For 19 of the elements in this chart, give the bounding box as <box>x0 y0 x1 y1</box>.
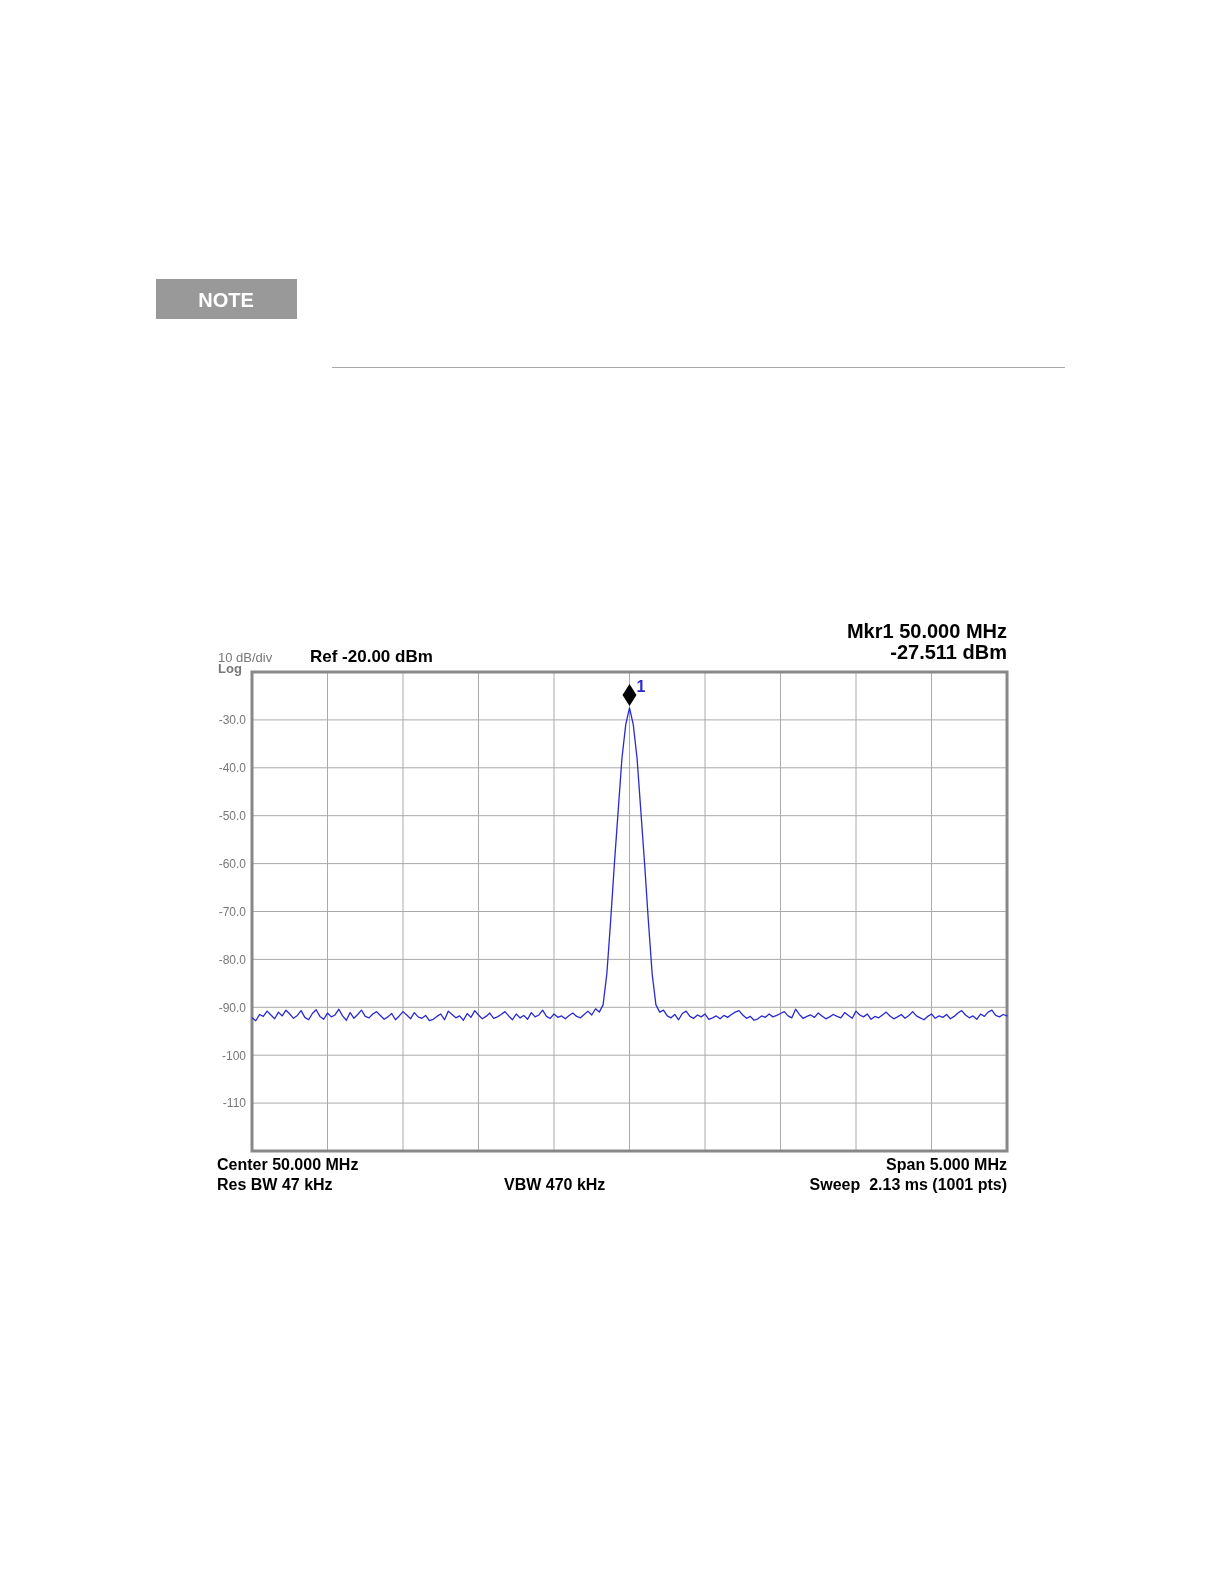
text: -27.511 dBm <box>890 641 1007 663</box>
y-tick-label: -30.0 <box>218 713 247 728</box>
y-tick-label: -80.0 <box>218 952 247 967</box>
y-tick-label: -50.0 <box>218 809 247 824</box>
y-tick-label: -70.0 <box>218 904 247 919</box>
y-tick-label: -60.0 <box>218 856 247 871</box>
y-tick-label: -40.0 <box>218 761 247 776</box>
y-tick-label: -100 <box>221 1048 247 1063</box>
text: Sweep 2.13 ms (1001 pts) <box>809 1176 1007 1193</box>
text: NOTE <box>198 289 254 311</box>
y-tick-label: -110 <box>222 1096 247 1111</box>
y-tick-label: -90.0 <box>218 1000 247 1015</box>
text: VBW 470 kHz <box>504 1176 606 1193</box>
text: Ref -20.00 dBm <box>310 647 433 666</box>
text: Span 5.000 MHz <box>886 1156 1007 1173</box>
text: Mkr1 50.000 MHz <box>846 620 1007 642</box>
annotation: 1 <box>636 677 646 695</box>
text: Center 50.000 MHz <box>217 1156 359 1173</box>
text: Res BW 47 kHz <box>217 1176 333 1193</box>
